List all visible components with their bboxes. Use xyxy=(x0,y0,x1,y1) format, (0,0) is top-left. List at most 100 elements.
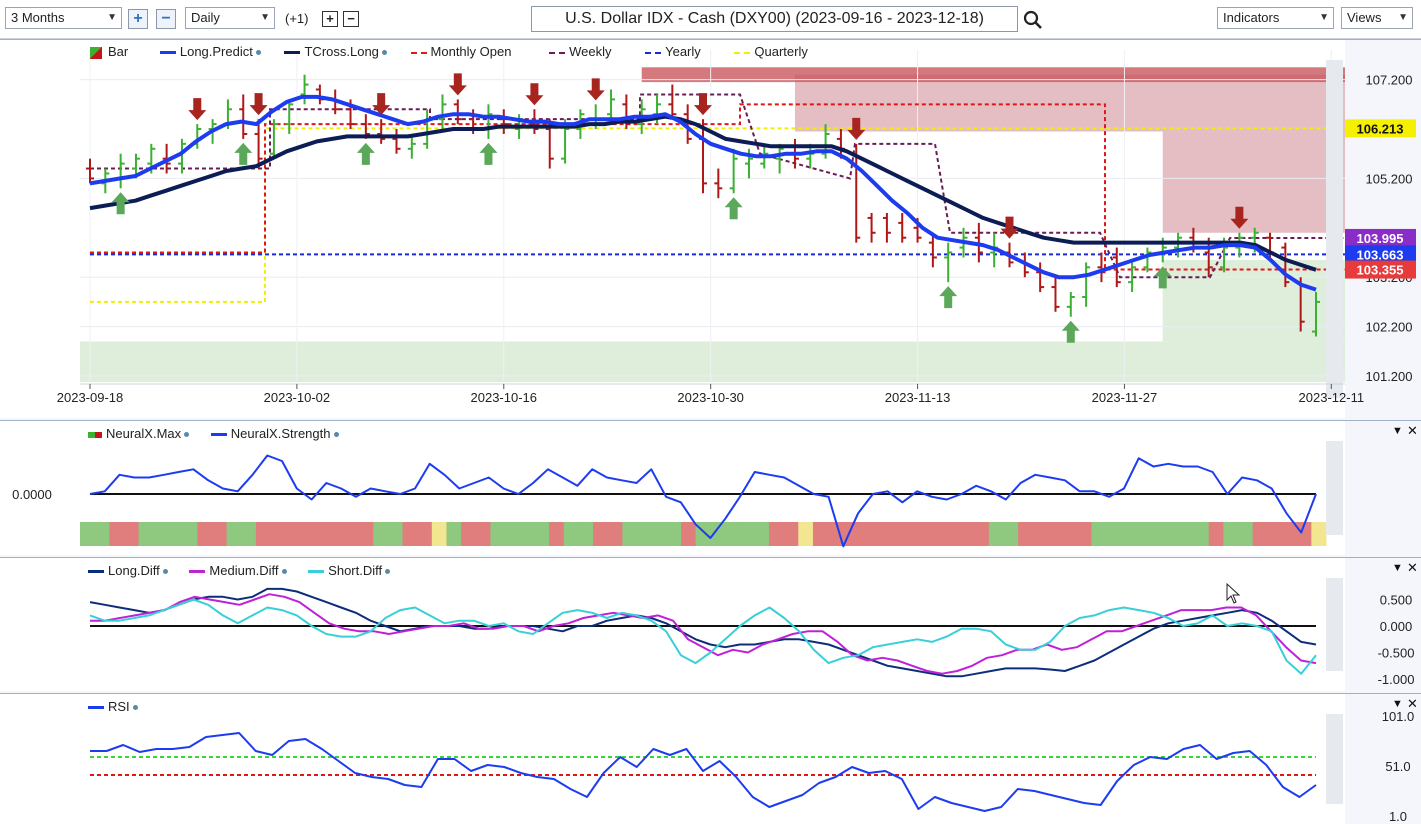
neuralx-strength-line xyxy=(89,454,1317,548)
search-icon[interactable] xyxy=(1022,9,1044,31)
neuralx-state-cell xyxy=(622,522,638,546)
neuralx-state-cell xyxy=(710,522,726,546)
neuralx-state-cell xyxy=(1179,522,1195,546)
neuralx-chart[interactable]: 0.0000 xyxy=(0,421,1421,555)
neuralx-state-cell xyxy=(1062,522,1078,546)
diff-panel[interactable]: 0.500 0.000 -0.500 -1.000 Long.Diff Medium.… xyxy=(0,557,1421,691)
value-label: 103.995 xyxy=(1357,231,1404,246)
neuralx-state-cell xyxy=(783,522,799,546)
neuralx-state-cell xyxy=(446,522,462,546)
neuralx-state-cell xyxy=(343,522,360,546)
close-icon[interactable]: ✕ xyxy=(1407,560,1418,575)
indicators-dropdown[interactable]: Indicators ▼ xyxy=(1217,7,1334,29)
down-signal-arrow xyxy=(1230,206,1249,229)
up-signal-arrow xyxy=(1153,266,1172,289)
y-tick-label: -1.000 xyxy=(1378,672,1415,687)
y-tick-label: -0.500 xyxy=(1378,646,1415,661)
down-signal-arrow xyxy=(249,93,268,116)
zoom-in-button[interactable]: + xyxy=(128,9,148,29)
down-signal-arrow xyxy=(188,98,207,121)
settings-dot-icon[interactable] xyxy=(381,50,387,56)
legend-medium-diff: Medium.Diff xyxy=(209,563,279,578)
neuralx-state-cell xyxy=(1091,522,1107,546)
y-tick-label: 102.200 xyxy=(1366,320,1413,335)
long-predict-line xyxy=(89,94,1317,292)
weekly-swatch xyxy=(549,51,566,54)
settings-dot-icon[interactable] xyxy=(184,432,190,438)
zoom-out-button[interactable]: − xyxy=(156,9,176,29)
neuralx-state-cell xyxy=(871,522,887,546)
legend-long-diff: Long.Diff xyxy=(108,563,160,578)
x-tick-label: 2023-10-16 xyxy=(471,390,538,405)
rsi-legend: RSI xyxy=(88,699,138,714)
neuralx-state-cell xyxy=(1238,522,1254,546)
value-label-box xyxy=(1345,245,1416,264)
price-chart[interactable]: 101.200102.200103.200105.200107.2002023-… xyxy=(0,40,1421,418)
y-tick-label: 101.0 xyxy=(1382,709,1415,724)
legend-weekly: Weekly xyxy=(569,44,612,59)
axis-gutter xyxy=(1345,421,1421,555)
close-icon[interactable]: ✕ xyxy=(1407,696,1418,711)
indicators-label: Indicators xyxy=(1223,10,1280,25)
offset-plus-button[interactable]: + xyxy=(322,11,338,27)
neuralx-state-cell xyxy=(1106,522,1122,546)
views-dropdown[interactable]: Views ▼ xyxy=(1341,7,1413,29)
up-signal-arrow xyxy=(356,142,375,165)
settings-dot-icon[interactable] xyxy=(385,569,391,575)
neuralx-state-cell xyxy=(167,522,184,546)
neuralx-state-cell xyxy=(182,522,198,546)
neuralx-strength-swatch xyxy=(210,433,227,437)
zone-lower xyxy=(80,341,1345,382)
collapse-icon[interactable]: ▼ xyxy=(1392,698,1403,710)
interval-value: Daily xyxy=(191,10,220,25)
settings-dot-icon[interactable] xyxy=(132,705,138,711)
settings-dot-icon[interactable] xyxy=(281,569,287,575)
neuralx-state-cell xyxy=(461,522,477,546)
tcross-long-swatch xyxy=(284,51,301,55)
x-tick-label: 2023-10-30 xyxy=(677,390,744,405)
x-tick-label: 2023-11-13 xyxy=(885,390,951,405)
neuralx-state-cell xyxy=(768,522,785,546)
legend-neuralx-max: NeuralX.Max xyxy=(106,426,182,441)
legend-long-predict: Long.Predict xyxy=(179,44,253,59)
collapse-icon[interactable]: ▼ xyxy=(1392,562,1403,574)
neuralx-state-cell xyxy=(930,522,946,546)
neuralx-legend: NeuralX.Max NeuralX.Strength xyxy=(88,426,339,441)
x-tick-label: 2023-09-18 xyxy=(57,390,124,405)
neuralx-state-cell xyxy=(988,522,1005,546)
toolbar: 3 Months ▼ + − Daily ▼ (+1) + − U.S. Dol… xyxy=(0,0,1421,39)
offset-minus-button[interactable]: − xyxy=(343,11,359,27)
neuralx-state-cell xyxy=(1208,522,1224,546)
collapse-icon[interactable]: ▼ xyxy=(1392,425,1403,437)
price-panel[interactable]: 101.200102.200103.200105.200107.2002023-… xyxy=(0,39,1421,418)
diff-chart[interactable]: 0.500 0.000 -0.500 -1.000 xyxy=(0,558,1421,691)
period-dropdown[interactable]: 3 Months ▼ xyxy=(5,7,122,29)
neuralx-state-cell xyxy=(1120,522,1136,546)
period-value: 3 Months xyxy=(11,10,65,25)
rsi-chart[interactable]: 101.0 51.0 1.0 xyxy=(0,694,1421,824)
value-label: 106.213 xyxy=(1357,121,1404,136)
settings-dot-icon[interactable] xyxy=(333,432,339,438)
value-label-box xyxy=(1345,260,1416,279)
neuralx-state-cell xyxy=(666,522,682,546)
legend-short-diff: Short.Diff xyxy=(328,563,383,578)
interval-dropdown[interactable]: Daily ▼ xyxy=(185,7,275,29)
neuralx-panel[interactable]: 0.0000 NeuralX.Max NeuralX.Strength ▼ ✕ xyxy=(0,420,1421,555)
settings-dot-icon[interactable] xyxy=(162,569,168,575)
down-signal-arrow xyxy=(847,117,866,140)
settings-dot-icon[interactable] xyxy=(255,50,261,56)
views-label: Views xyxy=(1347,10,1382,25)
legend-quarterly: Quarterly xyxy=(754,44,808,59)
rsi-panel[interactable]: 101.0 51.0 1.0 RSI ▼ ✕ xyxy=(0,693,1421,824)
neuralx-state-cell xyxy=(593,522,609,546)
close-icon[interactable]: ✕ xyxy=(1407,423,1418,438)
medium-diff-swatch xyxy=(189,570,206,574)
neuralx-state-cell xyxy=(1076,522,1092,546)
scroll-strip xyxy=(1326,60,1343,398)
neuralx-state-cell xyxy=(651,522,667,546)
neuralx-state-cell xyxy=(138,522,154,546)
long-diff-swatch xyxy=(88,570,104,574)
neuralx-state-cell xyxy=(417,522,433,546)
neuralx-state-cell xyxy=(1018,522,1034,546)
zone-top xyxy=(641,67,1345,83)
